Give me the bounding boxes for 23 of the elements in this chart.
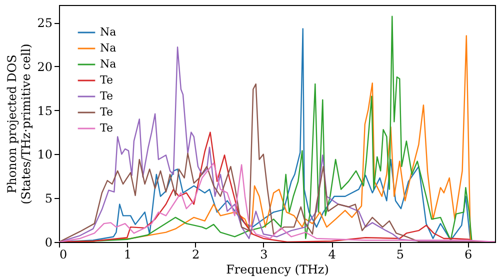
legend-label: Na [100,42,117,54]
legend-label: Te [100,74,113,86]
x-tick-label: 4 [328,248,336,262]
x-tick-label: 5 [396,248,404,262]
x-tick-label: 3 [260,248,268,262]
line-series [59,162,495,242]
x-axis-title: Frequency (THz) [226,262,329,276]
y-tick-label: 0 [44,236,52,250]
y-tick-label: 10 [37,148,52,162]
legend-label: Te [100,106,113,118]
y-tick-label: 5 [44,192,52,206]
legend-label: Na [100,26,117,38]
y-tick-label: 15 [37,104,52,118]
x-tick-label: 0 [60,248,68,262]
y-axis-title: Phonon projected DOS (States/THz·primitive cell) [5,44,34,204]
y-tick-label: 20 [37,60,52,74]
x-tick-label: 2 [192,248,200,262]
legend-label: Te [100,90,113,102]
legend-label: Te [100,122,113,134]
x-tick-label: 6 [464,248,472,262]
x-tick-label: 1 [124,248,132,262]
legend-label: Na [100,58,117,70]
y-tick-label: 25 [37,16,52,30]
